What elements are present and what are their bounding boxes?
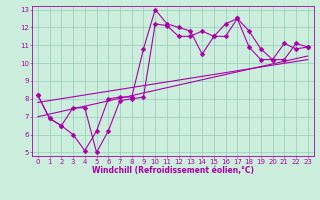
X-axis label: Windchill (Refroidissement éolien,°C): Windchill (Refroidissement éolien,°C) (92, 166, 254, 175)
